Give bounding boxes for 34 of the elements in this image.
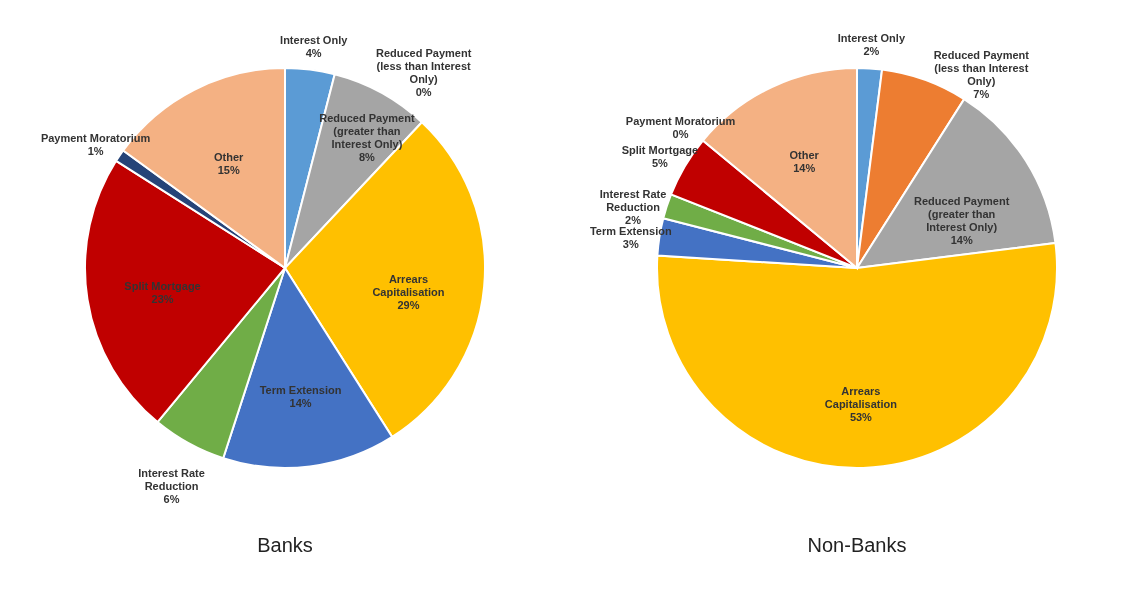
data-label: 23% xyxy=(151,293,174,306)
data-label: 29% xyxy=(397,298,420,311)
slice-label: Reduced Payment (less than Interest Only) xyxy=(933,48,1030,87)
data-label: 14% xyxy=(289,397,312,410)
slice-label: Split Mortgage xyxy=(124,280,201,293)
data-label: 14% xyxy=(793,161,816,174)
slice-label: Arrears Capitalisation xyxy=(824,384,898,410)
slice-label: Interest Only xyxy=(837,32,906,45)
slice-label: Reduced Payment (greater than Interest Only) xyxy=(914,194,1010,233)
data-label: 2% xyxy=(863,45,880,58)
text: Banks xyxy=(257,534,313,556)
data-label: 7% xyxy=(973,87,990,100)
slice-label: Interest Rate Reduction xyxy=(599,188,667,214)
slice-label: Interest Only xyxy=(280,33,349,46)
data-label: 14% xyxy=(950,233,973,246)
data-label: 1% xyxy=(87,145,104,158)
text: Non-Banks xyxy=(807,534,907,556)
data-label: 3% xyxy=(622,238,639,251)
data-label: 53% xyxy=(849,410,873,423)
slice-label: Arrears Capitalisation xyxy=(372,272,445,298)
slice-label: Split Mortgage xyxy=(621,144,699,157)
slice-label: Interest Rate Reduction xyxy=(138,467,205,493)
data-label: 15% xyxy=(217,163,240,176)
text: 0% xyxy=(415,85,432,98)
data-label: 4% xyxy=(305,46,322,59)
data-label: 2% xyxy=(625,214,642,227)
slice-label: Other xyxy=(214,150,245,163)
category-label: Reduced Payment (less than Interest Only) xyxy=(375,46,472,85)
data-label: 6% xyxy=(163,493,180,506)
data-label: 8% xyxy=(358,151,376,164)
text: 0% xyxy=(672,128,689,141)
slice-label: Term Extension xyxy=(259,384,342,397)
slice-label: Other xyxy=(789,148,820,161)
data-label: 5% xyxy=(651,157,669,170)
